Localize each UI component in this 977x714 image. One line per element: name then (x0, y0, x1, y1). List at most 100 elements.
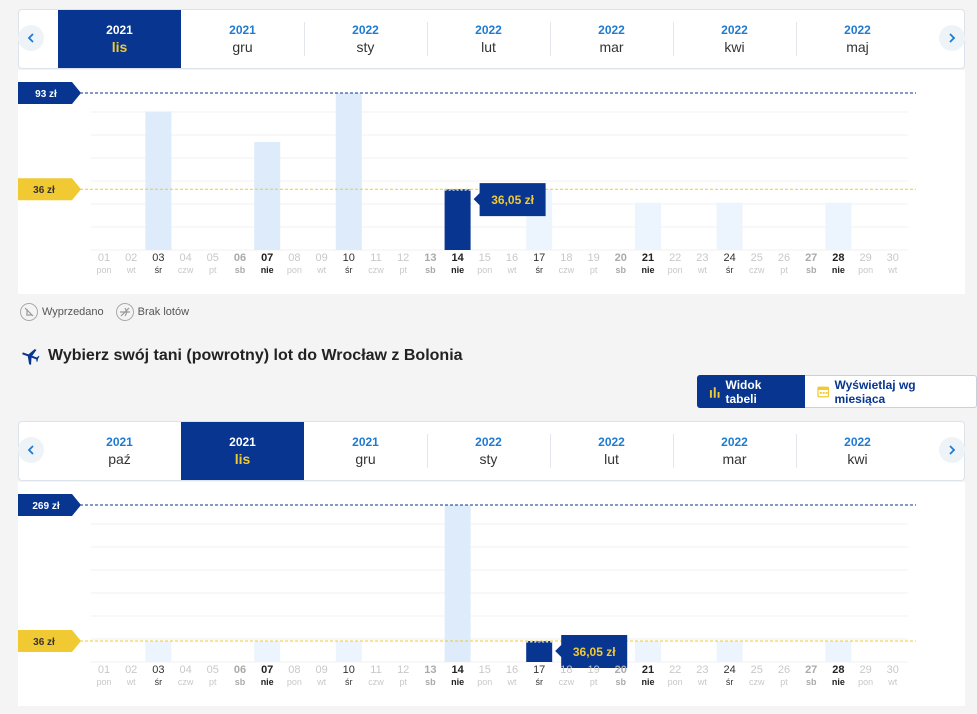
price-bar[interactable] (635, 640, 661, 662)
outbound-month-tab[interactable]: 2022 sty (304, 10, 427, 68)
weekday-label: czw (178, 265, 194, 275)
weekday-label: śr (535, 677, 543, 687)
weekday-label: pon (477, 265, 492, 275)
return-month-tab[interactable]: 2022 lut (550, 422, 673, 480)
plane-icon (22, 349, 40, 365)
outbound-month-tab[interactable]: 2022 kwi (673, 10, 796, 68)
return-month-tab[interactable]: 2021 lis (181, 422, 304, 480)
weekday-label: śr (535, 265, 543, 275)
month-tab-month: kwi (724, 39, 745, 55)
month-tab-month: sty (356, 39, 375, 55)
month-view-button[interactable]: Wyświetlaj wg miesiąca (805, 375, 977, 408)
day-number-label: 20 (615, 664, 627, 676)
outbound-month-tab[interactable]: 2021 lis (58, 10, 181, 68)
selected-bar[interactable] (444, 189, 471, 250)
table-view-button[interactable]: Widok tabeli (697, 375, 806, 408)
next-month-button-return[interactable] (939, 437, 965, 463)
weekday-label: pt (209, 677, 217, 687)
month-tab-year: 2022 (721, 23, 748, 37)
month-tab-year: 2021 (352, 435, 379, 449)
weekday-label: czw (749, 265, 765, 275)
month-tab-year: 2021 (106, 435, 133, 449)
legend-sold-out: Wyprzedano (20, 303, 104, 321)
chevron-right-icon (949, 33, 956, 43)
price-bar[interactable] (716, 640, 743, 662)
day-number-label: 14 (451, 664, 464, 676)
return-month-tab[interactable]: 2022 sty (427, 422, 550, 480)
price-bar[interactable] (825, 640, 852, 662)
sold-out-icon (20, 303, 38, 321)
prev-month-button-return[interactable] (18, 437, 44, 463)
min-price-label: 36 zł (33, 637, 55, 648)
price-bar[interactable] (145, 640, 172, 662)
weekday-label: wt (697, 265, 707, 275)
day-number-label: 28 (832, 664, 844, 676)
weekday-label: wt (887, 677, 897, 687)
selected-bar[interactable] (526, 640, 553, 662)
month-separator (673, 22, 674, 56)
day-number-label: 25 (751, 252, 763, 264)
next-month-button[interactable] (939, 25, 965, 51)
prev-month-button[interactable] (18, 25, 44, 51)
price-tooltip (473, 183, 546, 217)
price-bar[interactable] (254, 640, 281, 662)
day-number-label: 03 (152, 664, 164, 676)
price-bar[interactable] (444, 505, 471, 662)
no-flights-icon (115, 303, 134, 321)
day-number-label: 11 (370, 664, 381, 676)
weekday-label: pon (668, 265, 683, 275)
price-chart-return: 269 zł 36 zł 36,05 zł 01 pon 02 wt 03 śr 04 czw 05 p… (18, 482, 965, 706)
max-price-label: 269 zł (32, 501, 59, 512)
month-tab-month: lis (234, 451, 251, 467)
chevron-left-icon (27, 33, 34, 43)
weekday-label: wt (697, 677, 707, 687)
return-month-tab[interactable]: 2022 kwi (796, 422, 919, 480)
outbound-month-tab[interactable]: 2022 lut (427, 10, 550, 68)
outbound-month-tab[interactable]: 2021 gru (181, 10, 304, 68)
weekday-label: wt (507, 265, 517, 275)
month-separator (427, 434, 428, 468)
weekday-label: czw (178, 677, 194, 687)
weekday-label: pon (668, 677, 683, 687)
day-number-label: 28 (832, 252, 844, 264)
day-number-label: 26 (778, 252, 790, 264)
day-number-label: 17 (533, 664, 545, 676)
price-bar[interactable] (716, 202, 743, 250)
return-month-tab[interactable]: 2021 paź (58, 422, 181, 480)
month-separator (427, 22, 428, 56)
weekday-label: nie (832, 677, 845, 687)
weekday-label: nie (641, 677, 654, 687)
price-bar[interactable] (335, 640, 362, 662)
return-month-tab[interactable]: 2022 mar (673, 422, 796, 480)
day-number-label: 26 (778, 664, 790, 676)
day-number-label: 20 (615, 252, 627, 264)
weekday-label: śr (345, 677, 353, 687)
day-number-label: 12 (397, 252, 409, 264)
weekday-label: śr (155, 677, 163, 687)
price-bar[interactable] (635, 202, 661, 250)
day-number-label: 10 (343, 252, 355, 264)
outbound-month-tab[interactable]: 2022 maj (796, 10, 919, 68)
day-number-label: 11 (370, 252, 381, 264)
return-month-tab[interactable]: 2021 gru (304, 422, 427, 480)
day-number-label: 19 (587, 664, 599, 676)
weekday-label: pon (858, 677, 873, 687)
price-bar[interactable] (825, 202, 852, 250)
legend: Wyprzedano Brak lotów (20, 303, 189, 321)
month-tab-year: 2022 (598, 23, 625, 37)
day-number-label: 02 (125, 664, 137, 676)
month-tab-year: 2022 (721, 435, 748, 449)
day-number-label: 15 (479, 252, 491, 264)
day-number-label: 10 (343, 664, 355, 676)
weekday-label: wt (507, 677, 517, 687)
day-number-label: 29 (859, 664, 871, 676)
price-bar[interactable] (335, 93, 362, 250)
weekday-label: sb (235, 265, 246, 275)
price-bar[interactable] (145, 111, 172, 251)
price-bar[interactable] (254, 141, 281, 250)
weekday-label: pon (858, 265, 873, 275)
month-tab-month: lut (481, 39, 496, 55)
day-number-label: 24 (723, 252, 735, 264)
day-number-label: 13 (424, 252, 436, 264)
outbound-month-tab[interactable]: 2022 mar (550, 10, 673, 68)
